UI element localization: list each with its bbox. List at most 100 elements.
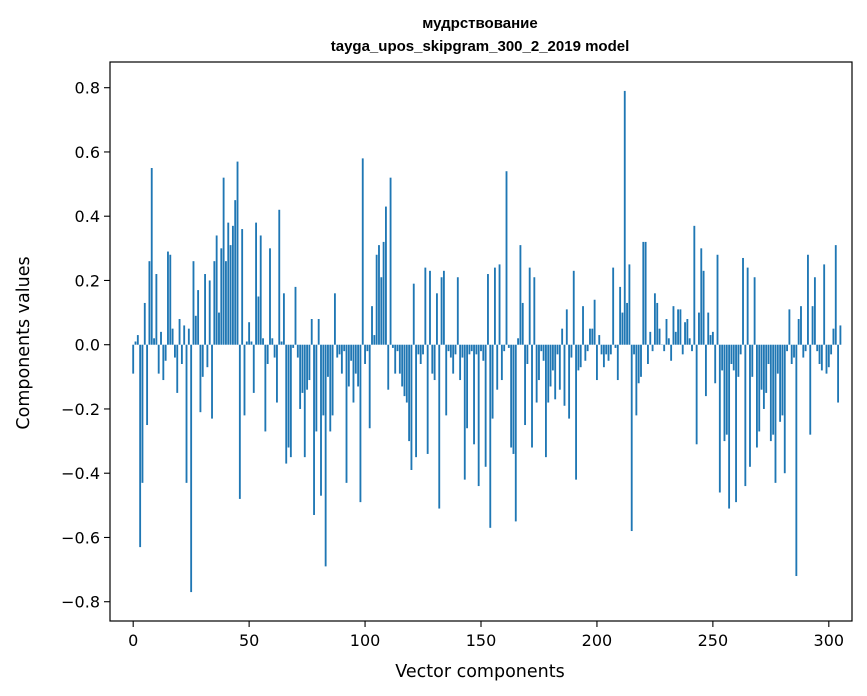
bar	[426, 344, 429, 454]
bar	[225, 261, 227, 345]
bar	[419, 344, 422, 364]
bar	[524, 344, 526, 426]
bar	[382, 241, 385, 345]
bar	[827, 344, 830, 368]
bar	[357, 344, 360, 387]
bar	[456, 277, 459, 345]
bar	[626, 302, 628, 345]
bar	[282, 293, 285, 345]
bar	[132, 344, 135, 374]
bar	[723, 344, 726, 442]
bar	[180, 344, 183, 364]
bar	[299, 344, 302, 409]
bar	[183, 325, 186, 345]
bar	[693, 225, 696, 345]
bar	[266, 344, 269, 364]
bar	[649, 331, 652, 345]
bar	[818, 344, 821, 364]
bar	[593, 299, 596, 345]
chart-title: мудрствование	[422, 15, 537, 32]
bar	[793, 344, 795, 358]
bar	[644, 241, 647, 345]
bar	[276, 344, 278, 403]
bar	[431, 344, 434, 374]
bar	[711, 331, 714, 345]
bar	[670, 344, 673, 361]
bar	[143, 302, 146, 345]
bar	[732, 344, 735, 371]
bar	[607, 344, 610, 361]
bar	[206, 344, 209, 368]
bar	[698, 312, 700, 345]
bar	[412, 283, 415, 345]
y-tick-label: 0.4	[75, 207, 100, 226]
bar	[208, 280, 211, 345]
bar	[830, 344, 833, 355]
bar	[445, 344, 448, 416]
bar	[714, 344, 717, 384]
bar	[672, 306, 675, 345]
x-axis-ticks: 0 50 100 150 200 250 300	[128, 621, 844, 650]
bar	[410, 344, 413, 470]
bar	[375, 254, 378, 345]
bar	[273, 344, 276, 358]
bar	[538, 344, 540, 381]
bar	[781, 344, 784, 416]
bar	[774, 344, 777, 483]
bar	[512, 344, 515, 454]
bar	[549, 344, 552, 387]
bar	[340, 344, 343, 374]
bar	[802, 344, 805, 358]
bar	[744, 344, 747, 487]
chart-subtitle: tayga_upos_skipgram_300_2_2019 model	[331, 38, 630, 55]
bar	[440, 277, 443, 345]
x-tick-label: 150	[466, 631, 497, 650]
y-tick-label: −0.6	[61, 528, 100, 547]
bar	[630, 344, 633, 532]
bar	[461, 344, 464, 358]
bar	[169, 254, 172, 345]
bar	[665, 319, 668, 345]
bar	[681, 344, 684, 355]
bar	[779, 344, 782, 422]
bar	[725, 344, 728, 435]
bar	[776, 344, 779, 374]
bar	[684, 322, 686, 345]
bar	[155, 274, 158, 345]
bar	[398, 344, 401, 374]
bar	[470, 344, 473, 352]
bar	[531, 344, 533, 448]
bar	[468, 344, 471, 355]
bar	[391, 344, 394, 348]
bar	[517, 338, 520, 345]
bar	[227, 222, 230, 345]
x-tick-label: 250	[698, 631, 729, 650]
bar	[408, 344, 411, 442]
bar	[767, 344, 770, 364]
bar	[380, 277, 383, 345]
bar	[480, 344, 482, 352]
bar	[691, 344, 693, 352]
bar	[503, 344, 506, 352]
bar	[306, 344, 309, 390]
plot-frame	[109, 61, 853, 622]
bar	[213, 261, 216, 345]
bar	[211, 344, 213, 419]
bar	[134, 341, 137, 345]
bar	[331, 344, 334, 416]
bar	[199, 344, 202, 413]
bar	[271, 338, 274, 345]
bar	[484, 344, 487, 467]
bar	[197, 290, 200, 345]
bar	[473, 344, 475, 445]
bar	[352, 344, 355, 403]
x-tick-label: 0	[128, 631, 138, 650]
bar	[296, 344, 299, 358]
bar	[616, 344, 619, 381]
bar	[201, 344, 204, 377]
y-tick-label: −0.2	[61, 400, 100, 419]
bar	[347, 344, 350, 387]
bar	[577, 344, 580, 371]
bar	[746, 267, 749, 345]
bar	[436, 293, 438, 345]
